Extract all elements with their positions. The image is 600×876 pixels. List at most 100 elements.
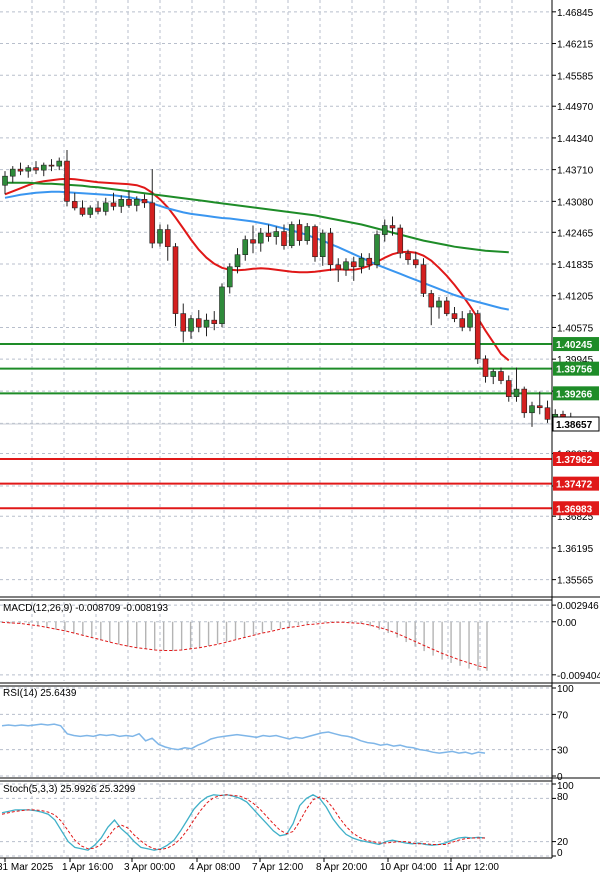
support-1-label: 1.37472 bbox=[556, 480, 593, 491]
rsi-tick-label-2: 30 bbox=[557, 746, 569, 757]
candle-22 bbox=[172, 243, 179, 327]
candle-body-16 bbox=[126, 199, 132, 206]
price-tick-label-16: 1.36825 bbox=[557, 512, 594, 523]
candle-58 bbox=[451, 307, 458, 323]
candle-body-63 bbox=[490, 371, 497, 377]
candle-body-12 bbox=[95, 207, 101, 212]
macd-title: MACD(12,26,9) -0.008709 -0.008193 bbox=[3, 603, 169, 614]
candle-body-21 bbox=[164, 229, 171, 247]
candle-65 bbox=[505, 375, 512, 402]
resistance-1-label: 1.39756 bbox=[556, 365, 593, 376]
candle-body-32 bbox=[250, 239, 256, 244]
candle-59 bbox=[459, 311, 466, 332]
rsi-line bbox=[1, 723, 486, 755]
time-tick-label-3: 4 Apr 08:00 bbox=[189, 862, 241, 873]
candle-61 bbox=[474, 310, 481, 364]
macd-panel bbox=[1, 621, 488, 671]
rsi-title: RSI(14) 25.6439 bbox=[3, 688, 77, 699]
candle-52 bbox=[405, 249, 411, 265]
level-labels: 1.40245 1.39756 1.39266 1.37962 1.37472 1.369… bbox=[552, 337, 600, 516]
rsi-tick-label-0: 100 bbox=[557, 684, 574, 695]
macd-axis-ticks: 0.002946 0.00 -0.009404 bbox=[552, 601, 600, 682]
macd-tick-label-2: -0.009404 bbox=[557, 671, 600, 682]
candle-body-15 bbox=[118, 199, 125, 207]
time-tick-label-0: 31 Mar 2025 bbox=[0, 862, 54, 873]
candle-body-61 bbox=[474, 313, 481, 360]
candle-43 bbox=[335, 258, 342, 282]
stoch-tick-label-2: 20 bbox=[557, 837, 569, 848]
price-axis-ticks: 1.46845 1.46215 1.45585 1.44970 1.44340 1.437… bbox=[552, 8, 594, 587]
candle-57 bbox=[443, 296, 450, 317]
candle-body-23 bbox=[180, 313, 187, 332]
candle-body-22 bbox=[172, 246, 179, 314]
candle-body-50 bbox=[389, 225, 396, 229]
candle-body-69 bbox=[536, 405, 543, 409]
candle-68 bbox=[529, 401, 535, 427]
candle-44 bbox=[343, 258, 349, 276]
support-0-label: 1.37962 bbox=[556, 455, 593, 466]
macd-signal-line bbox=[1, 621, 488, 669]
resistance-2-label: 1.39266 bbox=[556, 389, 593, 400]
candle-54 bbox=[420, 258, 427, 297]
candle-3 bbox=[25, 165, 32, 178]
candle-67 bbox=[521, 386, 528, 418]
candle-body-56 bbox=[436, 300, 442, 308]
candle-19 bbox=[149, 169, 156, 249]
stoch-signal-line bbox=[1, 794, 485, 851]
candle-body-45 bbox=[350, 261, 357, 268]
candle-body-0 bbox=[2, 175, 8, 186]
candle-body-49 bbox=[381, 225, 388, 235]
candle-6 bbox=[48, 159, 55, 172]
candle-31 bbox=[242, 235, 249, 261]
stoch-tick-label-0: 100 bbox=[557, 781, 574, 792]
candle-20 bbox=[157, 224, 163, 247]
candle-body-37 bbox=[288, 224, 295, 246]
candle-53 bbox=[412, 251, 419, 269]
candle-10 bbox=[79, 200, 86, 217]
support-2-tag bbox=[553, 501, 599, 516]
candle-26 bbox=[203, 313, 210, 337]
candle-body-29 bbox=[226, 266, 233, 288]
candle-9 bbox=[71, 192, 78, 211]
candle-body-30 bbox=[234, 254, 241, 268]
main-grid bbox=[0, 0, 552, 597]
resistance-2-tag bbox=[553, 386, 599, 401]
candle-body-7 bbox=[56, 160, 63, 167]
candle-25 bbox=[195, 310, 202, 333]
candle-37 bbox=[288, 221, 295, 249]
candle-55 bbox=[428, 289, 435, 326]
candle-15 bbox=[118, 195, 125, 213]
candle-body-25 bbox=[195, 318, 202, 328]
candle-body-14 bbox=[110, 202, 117, 207]
candle-42 bbox=[327, 228, 334, 271]
candle-body-6 bbox=[48, 164, 55, 167]
price-tick-label-1: 1.46215 bbox=[557, 40, 594, 51]
candle-body-36 bbox=[281, 231, 287, 246]
price-tick-label-7: 1.42465 bbox=[557, 228, 594, 239]
candle-body-10 bbox=[79, 207, 86, 215]
candle-body-26 bbox=[203, 319, 210, 328]
candle-body-20 bbox=[157, 229, 163, 244]
candle-11 bbox=[87, 205, 94, 218]
stoch-title: Stoch(5,3,3) 25.9926 25.3299 bbox=[3, 784, 136, 795]
price-tick-label-9: 1.41205 bbox=[557, 292, 594, 303]
time-tick-label-5: 8 Apr 20:00 bbox=[316, 862, 368, 873]
price-tick-label-3: 1.44970 bbox=[557, 102, 594, 113]
candle-40 bbox=[312, 224, 318, 262]
candle-body-42 bbox=[327, 232, 334, 266]
candle-7 bbox=[56, 157, 63, 171]
candle-8 bbox=[64, 150, 70, 207]
candle-body-18 bbox=[141, 199, 148, 204]
price-tick-label-8: 1.41835 bbox=[557, 260, 594, 271]
time-tick-label-6: 10 Apr 04:00 bbox=[380, 862, 437, 873]
support-2-label: 1.36983 bbox=[556, 504, 593, 515]
support-0-tag bbox=[553, 451, 599, 466]
candle-2 bbox=[17, 162, 24, 176]
candle-21 bbox=[164, 224, 171, 261]
candle-50 bbox=[389, 216, 396, 236]
stoch-main-line bbox=[1, 794, 486, 851]
time-tick-label-1: 1 Apr 16:00 bbox=[62, 862, 114, 873]
candle-17 bbox=[133, 196, 140, 212]
candle-29 bbox=[226, 263, 233, 294]
